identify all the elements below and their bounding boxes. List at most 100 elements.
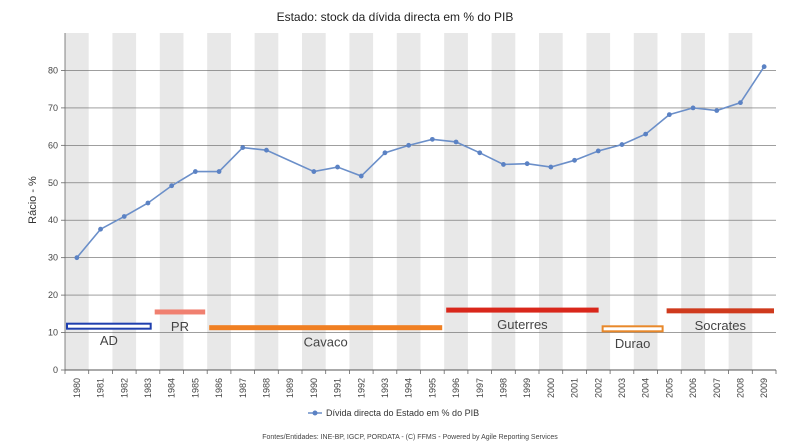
data-point xyxy=(761,64,767,70)
column-band xyxy=(633,33,658,370)
government-label: Guterres xyxy=(497,317,548,332)
x-tick-label: 1993 xyxy=(380,378,390,398)
government-bar xyxy=(209,325,443,331)
data-point xyxy=(738,100,743,106)
government-bar xyxy=(601,325,664,333)
x-tick-label: 1986 xyxy=(214,378,224,398)
x-tick-label: 1996 xyxy=(451,378,461,398)
government-label: Socrates xyxy=(695,318,747,333)
x-tick-label: 1980 xyxy=(72,378,82,398)
x-tick-label: 2006 xyxy=(688,378,698,398)
data-point xyxy=(524,161,530,167)
data-point xyxy=(358,173,364,179)
y-tick-label: 40 xyxy=(48,215,58,225)
x-tick-label: 1997 xyxy=(475,378,485,398)
y-tick-label: 20 xyxy=(48,290,58,300)
x-tick-label: 2005 xyxy=(664,378,674,398)
data-point xyxy=(264,147,269,153)
data-point xyxy=(501,162,506,167)
data-point xyxy=(121,214,127,219)
source-note: Fontes/Entidades: INE-BP, IGCP, PORDATA … xyxy=(262,434,558,441)
x-tick-label: 1985 xyxy=(190,378,200,398)
legend: Dívida directa do Estado em % do PIB xyxy=(308,408,479,418)
x-tick-label: 2008 xyxy=(735,378,745,398)
column-band xyxy=(728,33,753,370)
y-tick-label: 60 xyxy=(48,140,58,150)
data-point xyxy=(619,142,625,147)
data-point xyxy=(169,183,175,189)
legend-marker xyxy=(312,410,318,416)
series-debt xyxy=(74,64,767,261)
column-band xyxy=(444,33,468,370)
x-tick-label: 1999 xyxy=(522,378,532,398)
y-axis-label: Rácio - % xyxy=(27,176,39,224)
x-tick-label: 1990 xyxy=(309,378,319,398)
y-tick-label: 80 xyxy=(48,65,58,75)
data-point xyxy=(595,148,601,154)
column-bands xyxy=(65,33,753,370)
x-tick-label: 1991 xyxy=(333,378,343,398)
data-point xyxy=(216,169,222,174)
data-point xyxy=(714,108,720,113)
data-point xyxy=(572,157,577,163)
data-point xyxy=(74,255,80,261)
data-point xyxy=(429,136,435,142)
data-point xyxy=(477,150,483,156)
column-band xyxy=(586,33,611,370)
x-tick-label: 2009 xyxy=(759,378,769,398)
government-label: Cavaco xyxy=(304,335,348,350)
y-axis: 0 10 20 30 40 50 60 70 80 xyxy=(48,33,66,375)
y-tick-label: 10 xyxy=(48,328,58,338)
column-band xyxy=(302,33,326,370)
y-tick-label: 50 xyxy=(48,178,58,188)
government-bar xyxy=(66,322,152,330)
column-band xyxy=(112,33,137,370)
x-tick-label: 1994 xyxy=(404,378,414,398)
y-tick-label: 0 xyxy=(53,365,58,375)
column-band xyxy=(539,33,563,370)
government-label: PR xyxy=(171,319,189,334)
x-tick-label: 1998 xyxy=(498,378,508,398)
data-point xyxy=(311,169,317,174)
data-point xyxy=(643,131,649,137)
data-point xyxy=(240,145,246,150)
data-point xyxy=(406,142,412,148)
x-tick-label: 1984 xyxy=(167,378,177,398)
x-tick-label: 1987 xyxy=(238,378,248,398)
government-label: AD xyxy=(100,333,118,348)
y-tick-label: 70 xyxy=(48,103,58,113)
government-label: Durao xyxy=(615,336,650,351)
x-tick-label: 1995 xyxy=(427,378,437,398)
x-tick-label: 2004 xyxy=(641,378,651,398)
y-tick-label: 30 xyxy=(48,253,58,263)
x-tick-label: 2000 xyxy=(546,378,556,398)
column-band xyxy=(254,33,279,370)
data-point xyxy=(453,139,459,145)
column-band xyxy=(207,33,231,370)
series-line xyxy=(76,66,765,259)
x-tick-label: 2003 xyxy=(617,378,627,398)
data-point xyxy=(690,105,696,111)
data-point xyxy=(335,164,340,170)
data-point xyxy=(548,164,554,170)
x-tick-label: 1992 xyxy=(356,378,366,398)
column-band xyxy=(159,33,184,370)
x-axis: 1980 1981 1982 1983 1984 1985 1986 1987 1988 1989… xyxy=(64,370,777,398)
x-tick-label: 1983 xyxy=(143,378,153,398)
data-point xyxy=(382,150,388,156)
x-tick-label: 2007 xyxy=(712,378,722,398)
data-point xyxy=(145,200,151,206)
x-tick-label: 2001 xyxy=(570,378,580,398)
column-band xyxy=(65,33,89,370)
column-band xyxy=(491,33,516,370)
data-point xyxy=(666,112,672,118)
data-point xyxy=(98,226,103,232)
data-point xyxy=(192,169,198,174)
x-tick-label: 2002 xyxy=(593,378,603,398)
x-tick-label: 1982 xyxy=(119,378,129,398)
x-tick-label: 1981 xyxy=(96,378,106,398)
x-tick-label: 1988 xyxy=(261,378,271,398)
government-bars: AD PR Cavaco Guterres Durao Socrates xyxy=(66,307,774,351)
chart-title: Estado: stock da dívida directa em % do … xyxy=(277,10,514,24)
